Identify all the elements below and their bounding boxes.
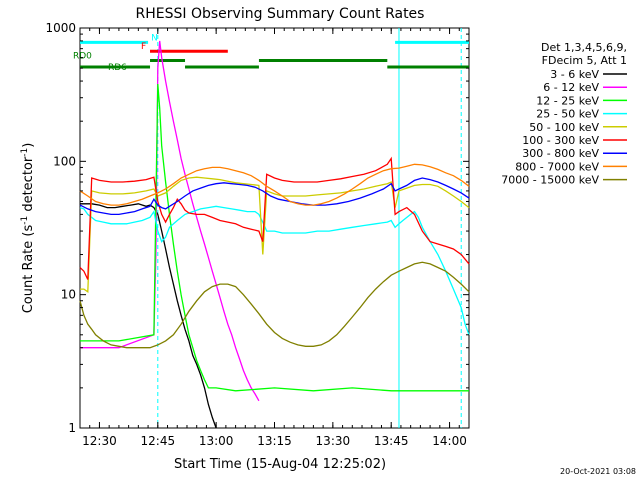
flag-label-n: N (151, 33, 158, 43)
legend-label-8: 7000 - 15000 keV (501, 174, 599, 187)
y-axis-ticks: 1 10 100 1000 (45, 21, 469, 435)
y-axis-label-part-b: detector (21, 156, 36, 216)
series-lines (79, 40, 470, 429)
plot-area: NF RD0 RD6 (73, 27, 470, 429)
x-tick-label-5: 13:45 (374, 434, 409, 448)
series-line-7 (79, 163, 470, 206)
legend-label-0: 3 - 6 keV (550, 68, 599, 81)
y-axis-label-part-c: ) (21, 143, 36, 148)
flag-label-rd0: RD0 (73, 52, 92, 62)
y-axis-label-sup-1: -1 (20, 216, 30, 225)
series-line-0 (80, 203, 217, 429)
x-tick-label-6: 14:00 (432, 434, 467, 448)
legend-label-1: 6 - 12 keV (543, 81, 599, 94)
x-axis-ticks: 12:30 12:45 13:00 13:15 13:30 13:45 14:00 (79, 28, 470, 448)
series-line-5 (79, 156, 470, 280)
series-line-8 (79, 261, 470, 349)
x-axis-label: Start Time (15-Aug-04 12:25:02) (174, 457, 386, 472)
legend-label-7: 800 - 7000 keV (515, 160, 599, 173)
series-line-1 (80, 40, 260, 402)
y-tick-label-0: 1 (68, 421, 76, 435)
flag-label-f: F (141, 42, 146, 52)
legend-label-6: 300 - 800 keV (522, 147, 599, 160)
flag-label-rd6: RD6 (108, 63, 127, 73)
chart-title: RHESSI Observing Summary Count Rates (136, 6, 425, 22)
legend-label-5: 100 - 300 keV (522, 134, 599, 147)
legend-label-2: 12 - 25 keV (536, 94, 599, 107)
y-tick-label-3: 1000 (45, 21, 76, 35)
footer-date: 20-Oct-2021 03:08 (560, 467, 636, 476)
y-axis-label-part-a: Count Rate (s (21, 225, 36, 314)
x-tick-label-0: 12:30 (82, 434, 117, 448)
legend: Det 1,3,4,5,6,9, FDecim 5, Att 1 3 - 6 k… (501, 41, 627, 187)
x-tick-label-2: 13:00 (199, 434, 234, 448)
flag-bars: NF RD0 RD6 (73, 33, 469, 73)
series-line-2 (80, 83, 469, 392)
y-axis-label-sup-2: -1 (20, 148, 30, 157)
series-line-4 (80, 176, 470, 294)
y-axis-label: Count Rate (s-1 detector-1) (20, 143, 36, 314)
x-tick-label-4: 13:30 (316, 434, 351, 448)
legend-label-3: 25 - 50 keV (536, 108, 599, 121)
legend-label-4: 50 - 100 keV (529, 121, 599, 134)
y-tick-label-2: 100 (53, 154, 76, 168)
plot-frame (79, 27, 470, 429)
legend-header-line-2: FDecim 5, Att 1 (542, 54, 627, 67)
x-tick-label-1: 12:45 (141, 434, 176, 448)
legend-header-line-1: Det 1,3,4,5,6,9, (541, 41, 627, 54)
x-tick-label-3: 13:15 (257, 434, 292, 448)
y-tick-label-1: 10 (61, 288, 76, 302)
series-line-6 (79, 177, 470, 216)
